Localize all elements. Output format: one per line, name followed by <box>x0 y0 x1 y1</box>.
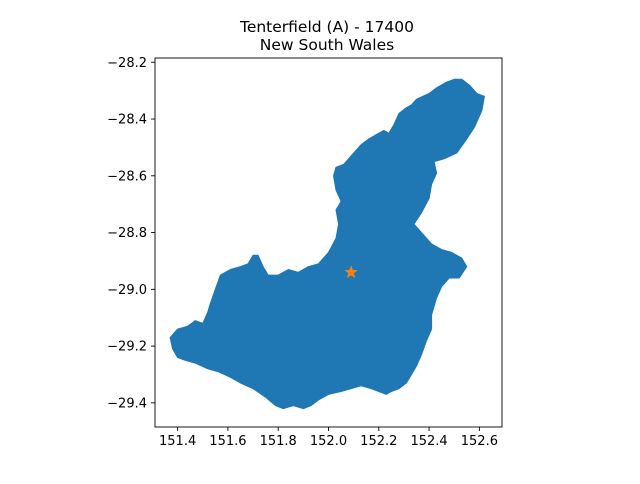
location-star-marker <box>344 265 358 279</box>
x-tick-label: 152.0 <box>310 434 347 449</box>
map-layer <box>169 78 485 410</box>
x-tick-label: 151.6 <box>209 434 246 449</box>
y-tick-label: −29.4 <box>107 396 147 411</box>
x-tick-label: 152.4 <box>410 434 447 449</box>
axes: 151.4 151.6 151.8 152.0 152.2 152.4 152.6 −28.2… <box>107 56 503 449</box>
y-tick-label: −29.0 <box>107 283 147 298</box>
x-tick-label: 151.8 <box>260 434 297 449</box>
x-tick-label: 152.6 <box>461 434 498 449</box>
map-title: Tenterfield (A) - 17400 <box>239 18 414 36</box>
y-tick-label: −28.2 <box>107 56 147 71</box>
y-tick-label: −29.2 <box>107 340 147 355</box>
x-tick-label: 151.4 <box>159 434 196 449</box>
region-polygon <box>169 78 485 410</box>
y-tick-label: −28.6 <box>107 169 147 184</box>
x-tick-label: 152.2 <box>360 434 397 449</box>
y-tick-label: −28.4 <box>107 113 147 128</box>
y-tick-label: −28.8 <box>107 226 147 241</box>
map-subtitle: New South Wales <box>260 36 394 54</box>
